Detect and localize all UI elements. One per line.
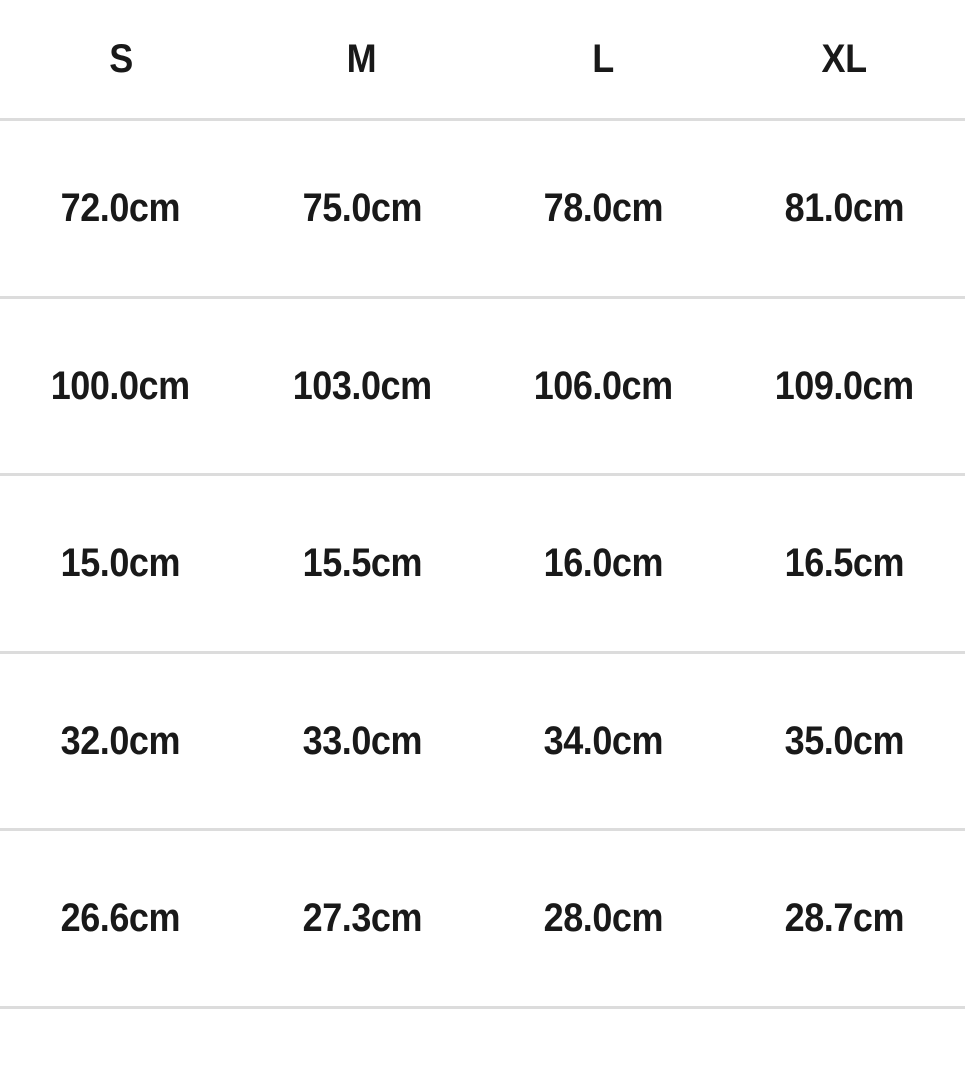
- measurement-cell: 16.5cm: [784, 541, 905, 586]
- size-column-header-xl: XL: [821, 37, 868, 81]
- measurement-cell: 35.0cm: [784, 718, 905, 763]
- measurement-cell: 32.0cm: [60, 718, 181, 763]
- measurement-cell: 100.0cm: [51, 363, 191, 408]
- measurement-cell: 26.6cm: [60, 896, 181, 941]
- table-row: 100.0cm 103.0cm 106.0cm 109.0cm: [0, 299, 965, 476]
- table-row: 32.0cm 33.0cm 34.0cm 35.0cm: [0, 654, 965, 831]
- measurement-cell: 34.0cm: [543, 718, 663, 763]
- size-column-header-s: S: [108, 37, 133, 81]
- measurement-cell: 28.0cm: [543, 896, 663, 941]
- measurement-cell: 72.0cm: [60, 186, 181, 231]
- measurement-cell: 27.3cm: [302, 896, 422, 941]
- bottom-whitespace: [0, 1008, 965, 1078]
- measurement-cell: 78.0cm: [543, 186, 663, 231]
- measurement-cell: 106.0cm: [533, 363, 673, 408]
- measurement-cell: 28.7cm: [784, 896, 905, 941]
- measurement-cell: 15.5cm: [302, 541, 422, 586]
- table-row: 72.0cm 75.0cm 78.0cm 81.0cm: [0, 121, 965, 299]
- size-chart-header-row: S M L XL: [0, 0, 965, 121]
- table-row: 15.0cm 15.5cm 16.0cm 16.5cm: [0, 476, 965, 654]
- measurement-cell: 103.0cm: [292, 363, 432, 408]
- measurement-cell: 75.0cm: [302, 186, 422, 231]
- measurement-cell: 16.0cm: [543, 541, 663, 586]
- table-row: 26.6cm 27.3cm 28.0cm 28.7cm: [0, 831, 965, 1009]
- measurement-cell: 81.0cm: [784, 186, 905, 231]
- size-column-header-m: M: [347, 37, 377, 81]
- measurement-cell: 109.0cm: [774, 363, 914, 408]
- size-column-header-l: L: [592, 37, 614, 81]
- measurement-cell: 15.0cm: [60, 541, 181, 586]
- measurement-cell: 33.0cm: [302, 718, 422, 763]
